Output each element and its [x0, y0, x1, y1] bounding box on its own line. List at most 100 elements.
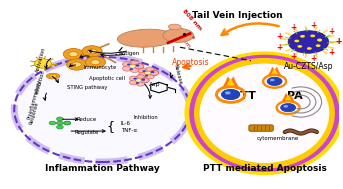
Circle shape	[288, 31, 329, 53]
Text: Antigen: Antigen	[119, 51, 140, 56]
Circle shape	[270, 79, 275, 81]
Circle shape	[67, 59, 87, 70]
Circle shape	[140, 78, 149, 83]
Circle shape	[49, 121, 56, 125]
Circle shape	[142, 79, 145, 81]
Ellipse shape	[14, 57, 190, 162]
Circle shape	[281, 104, 296, 112]
Circle shape	[35, 59, 51, 68]
Circle shape	[294, 40, 299, 42]
Text: Apoptosis: Apoptosis	[172, 58, 210, 67]
FancyArrowPatch shape	[89, 50, 127, 53]
Polygon shape	[226, 79, 235, 86]
Circle shape	[130, 60, 139, 65]
Text: STING pathway: STING pathway	[67, 85, 107, 90]
Circle shape	[150, 70, 159, 75]
Circle shape	[82, 46, 102, 57]
FancyArrowPatch shape	[183, 64, 191, 69]
FancyArrowPatch shape	[145, 84, 152, 98]
Text: Response: Response	[29, 101, 40, 125]
Polygon shape	[271, 69, 278, 74]
FancyArrowPatch shape	[101, 54, 125, 57]
Circle shape	[145, 74, 154, 79]
Text: IL-6: IL-6	[121, 121, 131, 125]
FancyArrowPatch shape	[170, 73, 173, 78]
Text: +: +	[336, 37, 342, 46]
Circle shape	[151, 71, 154, 73]
Text: PA: PA	[287, 91, 303, 101]
Circle shape	[136, 75, 145, 80]
Text: Immunocyte: Immunocyte	[84, 65, 117, 70]
Text: +: +	[329, 27, 335, 36]
Circle shape	[64, 121, 71, 125]
Circle shape	[284, 105, 288, 108]
Text: +: +	[290, 23, 296, 32]
Circle shape	[136, 82, 139, 84]
Circle shape	[85, 57, 106, 68]
Text: Apoptotic cell: Apoptotic cell	[89, 76, 125, 81]
Text: {: {	[107, 120, 115, 133]
Circle shape	[307, 47, 312, 50]
Circle shape	[138, 72, 147, 77]
Circle shape	[297, 45, 302, 48]
Text: Regulate: Regulate	[75, 129, 99, 135]
Circle shape	[310, 35, 315, 37]
Ellipse shape	[200, 63, 329, 164]
Ellipse shape	[46, 73, 60, 79]
Circle shape	[134, 64, 144, 69]
Text: Asp: Asp	[149, 82, 160, 87]
Circle shape	[57, 117, 63, 121]
FancyArrowPatch shape	[52, 76, 58, 83]
Circle shape	[57, 125, 63, 129]
Polygon shape	[268, 67, 281, 75]
Circle shape	[133, 78, 137, 80]
Text: +: +	[277, 43, 283, 52]
Circle shape	[142, 70, 146, 72]
Circle shape	[138, 68, 147, 73]
Circle shape	[91, 60, 100, 65]
Circle shape	[122, 62, 132, 67]
Polygon shape	[282, 93, 294, 101]
Circle shape	[130, 67, 139, 73]
Circle shape	[300, 35, 305, 38]
Text: Proinflammatory: Proinflammatory	[27, 79, 42, 120]
Circle shape	[136, 65, 139, 67]
Circle shape	[140, 78, 149, 83]
Ellipse shape	[163, 28, 193, 43]
Text: Reduce: Reduce	[77, 117, 97, 122]
Circle shape	[87, 49, 97, 54]
Circle shape	[64, 121, 71, 125]
FancyArrowPatch shape	[80, 55, 89, 57]
Circle shape	[267, 77, 282, 85]
Circle shape	[136, 65, 139, 67]
Text: Tail Vein Injection: Tail Vein Injection	[192, 11, 283, 20]
Circle shape	[72, 62, 81, 67]
Polygon shape	[285, 95, 292, 101]
FancyBboxPatch shape	[249, 125, 273, 131]
Circle shape	[129, 80, 138, 85]
Circle shape	[145, 67, 154, 72]
FancyArrowPatch shape	[222, 23, 279, 35]
Circle shape	[122, 66, 132, 71]
Text: PTT: PTT	[232, 91, 256, 101]
Ellipse shape	[168, 24, 181, 30]
Text: TNF-α: TNF-α	[121, 128, 137, 133]
Circle shape	[127, 64, 130, 65]
Circle shape	[63, 49, 84, 60]
Text: +: +	[277, 32, 283, 41]
Circle shape	[50, 74, 57, 78]
Circle shape	[135, 79, 142, 82]
Text: cytomembrane: cytomembrane	[257, 136, 299, 141]
Text: +: +	[329, 48, 335, 57]
Text: Inhibition: Inhibition	[134, 115, 158, 119]
Circle shape	[136, 81, 145, 86]
Circle shape	[145, 71, 151, 75]
Circle shape	[150, 70, 159, 75]
Text: Activation: Activation	[35, 46, 46, 73]
Text: Au-CZTS/Asp: Au-CZTS/Asp	[284, 62, 333, 71]
Text: +: +	[310, 54, 317, 63]
Text: +: +	[310, 21, 317, 30]
FancyArrowPatch shape	[43, 93, 47, 100]
Text: +: +	[336, 37, 342, 46]
Circle shape	[57, 121, 63, 125]
